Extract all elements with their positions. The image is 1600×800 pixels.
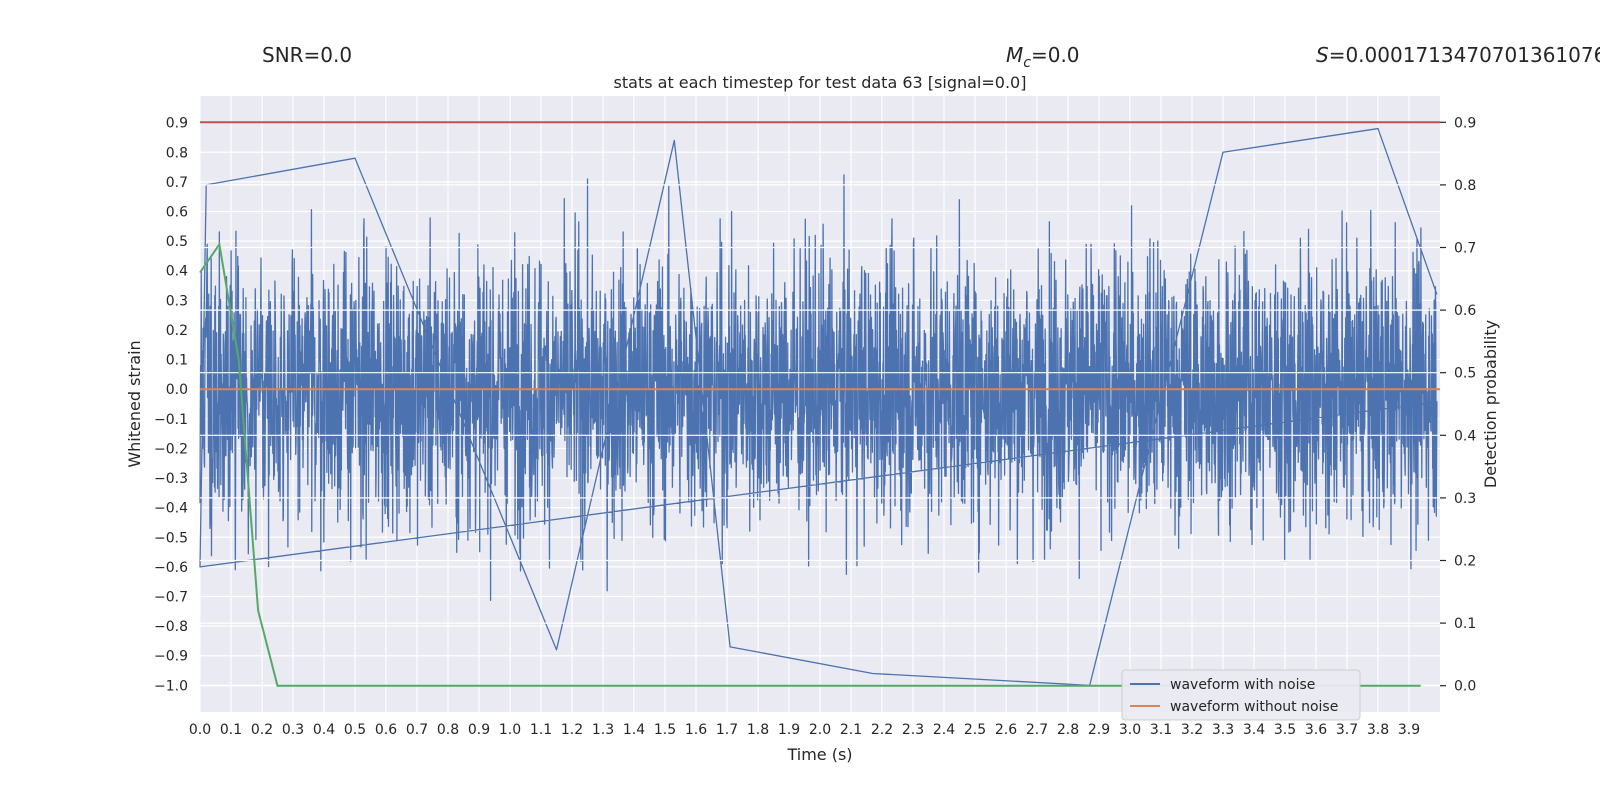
x-tick-label: 0.5 [344,722,366,738]
y2-tick-label: 0.8 [1454,178,1476,194]
x-tick-label: 2.1 [840,722,862,738]
legend-box [1121,669,1361,721]
x-axis-label: Time (s) [786,745,852,764]
y-tick-label: −0.7 [154,590,188,606]
x-tick-label: 1.3 [592,722,614,738]
score-value: =0.0001713470701361076 [1329,43,1600,67]
x-tick-label: 0.2 [251,722,273,738]
noisy-waveform-series [199,127,1438,686]
x-tick-label: 0.7 [406,722,428,738]
line-series [199,121,1440,687]
x-tick-label: 0.9 [468,722,490,738]
x-tick-label: 2.0 [809,722,831,738]
detection-probability-line [199,241,1421,687]
y2-tick-label: 0.1 [1454,616,1476,632]
y2-tick-label: 0.4 [1454,428,1476,444]
x-tick-label: 3.6 [1305,722,1327,738]
y-tick-label: 0.1 [166,353,188,369]
x-tick-label: 0.4 [313,722,335,738]
x-tick-label: 1.4 [623,722,645,738]
y-tick-label: 0.6 [166,205,188,221]
chirp-mass-label: Mc=0.0 [1006,43,1080,71]
x-tick-label: 0.3 [282,722,304,738]
chart-title: stats at each timestep for test data 63 … [614,73,1027,92]
score-label: S=0.0001713470701361076 [1316,43,1600,67]
y-tick-label: −0.2 [154,441,188,457]
chirp-mass-value: =0.0 [1031,43,1080,67]
x-tick-label: 2.7 [1026,722,1048,738]
x-tick-label: 1.1 [530,722,552,738]
y-tick-label: 0.8 [166,145,188,161]
y-tick-label: 0.3 [166,293,188,309]
x-tick-label: 3.4 [1243,722,1265,738]
y2-tick-label: 0.6 [1454,303,1476,319]
x-tick-label: 0.8 [437,722,459,738]
x-tick-label: 0.0 [189,722,211,738]
x-tick-label: 3.5 [1274,722,1296,738]
y-tick-label: 0.0 [166,382,188,398]
legend: waveform with noise waveform without noi… [1121,669,1361,721]
x-tick-label: 2.9 [1088,722,1110,738]
y-tick-label: −0.4 [154,501,188,517]
y2-tick-label: 0.9 [1454,115,1476,131]
y-tick-label: 0.5 [166,234,188,250]
y-tick-label: −1.0 [154,678,188,694]
x-tick-label: 3.7 [1336,722,1358,738]
y-tick-label: −0.1 [154,412,188,428]
y-tick-label: −0.6 [154,560,188,576]
x-tick-label: 1.8 [747,722,769,738]
x-tick-label: 1.7 [716,722,738,738]
y-tick-label: −0.8 [154,619,188,635]
x-tick-label: 2.8 [1057,722,1079,738]
y-tick-label: −0.9 [154,649,188,665]
y-axis-label: Whitened strain [125,340,144,467]
chirp-mass-symbol: M [1006,43,1023,67]
legend-label-clean: waveform without noise [1170,699,1338,715]
y-tick-label: 0.9 [166,116,188,132]
y-tick-label: −0.3 [154,471,188,487]
snr-label: SNR=0.0 [262,43,352,67]
y2-tick-label: 0.3 [1454,491,1476,507]
y-tick-label: 0.4 [166,264,188,280]
score-symbol: S [1316,43,1329,67]
y-tick-label: 0.7 [166,175,188,191]
x-tick-label: 2.3 [902,722,924,738]
y2-tick-label: 0.5 [1454,366,1476,382]
x-tick-label: 3.2 [1181,722,1203,738]
x-tick-label: 1.6 [685,722,707,738]
y2-tick-label: 0.2 [1454,554,1476,570]
x-tick-label: 2.2 [871,722,893,738]
x-tick-label: 2.6 [995,722,1017,738]
chirp-mass-subscript: c [1023,55,1031,71]
x-tick-label: 0.6 [375,722,397,738]
tick-labels: 0.0 0.1 0.2 0.3 0.4 0.5 0.6 0.7 0.8 0.9 1.0 1.1 1.2 1… [154,115,1476,738]
x-tick-label: 1.9 [778,722,800,738]
x-tick-label: 3.8 [1367,722,1389,738]
y2-axis-label: Detection probability [1481,320,1500,488]
x-tick-label: 3.1 [1150,722,1172,738]
y2-tick-label: 0.0 [1454,679,1476,695]
x-tick-label: 1.0 [499,722,521,738]
noisy-waveform-line [199,127,1438,686]
y-tick-label: 0.2 [166,323,188,339]
x-tick-label: 0.1 [220,722,242,738]
x-tick-label: 1.5 [654,722,676,738]
y-tick-label: −0.5 [154,530,188,546]
legend-label-noisy: waveform with noise [1170,677,1315,693]
x-tick-label: 2.5 [964,722,986,738]
x-tick-label: 3.3 [1212,722,1234,738]
x-tick-label: 1.2 [561,722,583,738]
x-tick-label: 2.4 [933,722,955,738]
y2-tick-label: 0.7 [1454,240,1476,256]
x-tick-label: 3.9 [1398,722,1420,738]
x-tick-label: 3.0 [1119,722,1141,738]
